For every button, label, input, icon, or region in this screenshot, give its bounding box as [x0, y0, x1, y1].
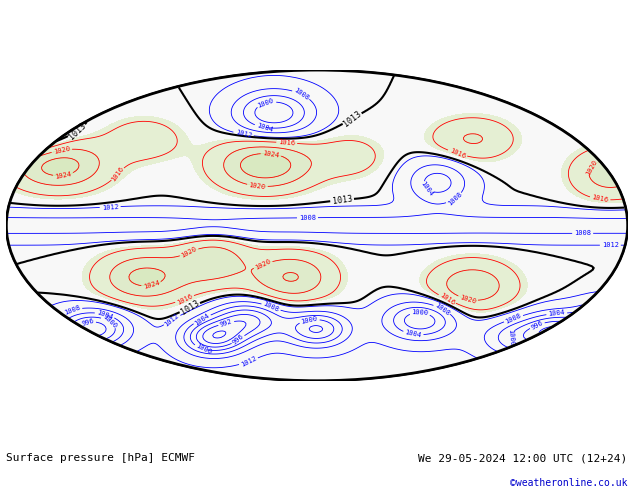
- Text: 996: 996: [530, 319, 544, 331]
- Text: 1024: 1024: [143, 280, 160, 291]
- Text: 1004: 1004: [256, 122, 274, 133]
- Text: 1013: 1013: [332, 194, 353, 206]
- Text: 1020: 1020: [180, 245, 198, 259]
- Text: 1008: 1008: [434, 302, 451, 317]
- Text: 1013: 1013: [67, 121, 87, 141]
- Text: 1000: 1000: [411, 309, 429, 316]
- Text: ©weatheronline.co.uk: ©weatheronline.co.uk: [510, 478, 628, 488]
- Text: 1012: 1012: [240, 355, 257, 368]
- Text: 996: 996: [81, 318, 94, 327]
- Text: 1016: 1016: [278, 139, 295, 147]
- Text: 1024: 1024: [55, 171, 72, 180]
- Text: 1008: 1008: [63, 304, 81, 316]
- Text: 996: 996: [231, 333, 245, 346]
- Text: 992: 992: [219, 318, 233, 328]
- Text: 1000: 1000: [102, 314, 119, 330]
- Text: 1016: 1016: [110, 166, 126, 183]
- Text: 1020: 1020: [249, 182, 266, 190]
- Text: 1016: 1016: [176, 293, 193, 305]
- Text: 1020: 1020: [53, 146, 70, 155]
- Text: 1004: 1004: [193, 312, 210, 326]
- Text: 1008: 1008: [299, 215, 316, 221]
- Text: Surface pressure [hPa] ECMWF: Surface pressure [hPa] ECMWF: [6, 453, 195, 463]
- Ellipse shape: [6, 70, 628, 381]
- Text: 1004: 1004: [548, 310, 566, 318]
- Text: 1008: 1008: [446, 191, 463, 206]
- Text: 1020: 1020: [585, 158, 598, 176]
- Text: 1012: 1012: [602, 242, 619, 248]
- Text: 1013: 1013: [342, 109, 363, 128]
- Text: 1004: 1004: [420, 180, 434, 197]
- Text: 1012: 1012: [164, 312, 181, 328]
- Text: We 29-05-2024 12:00 UTC (12+24): We 29-05-2024 12:00 UTC (12+24): [418, 453, 628, 463]
- Text: 1016: 1016: [438, 292, 456, 306]
- Text: 1020: 1020: [458, 294, 477, 304]
- Text: 1016: 1016: [591, 195, 609, 204]
- Text: 1020: 1020: [254, 258, 272, 271]
- Text: 1016: 1016: [448, 147, 467, 160]
- Text: 1004: 1004: [96, 309, 114, 320]
- Text: 1000: 1000: [195, 343, 212, 356]
- Text: 1008: 1008: [293, 87, 310, 101]
- Ellipse shape: [6, 70, 628, 381]
- Text: 1012: 1012: [235, 129, 252, 139]
- Text: 1024: 1024: [262, 149, 280, 158]
- Text: 1000: 1000: [301, 316, 318, 325]
- Text: 1012: 1012: [101, 203, 119, 211]
- Text: 1008: 1008: [262, 300, 280, 313]
- Text: 1000: 1000: [507, 329, 514, 346]
- Text: 1008: 1008: [505, 312, 522, 325]
- Text: 1000: 1000: [257, 98, 275, 109]
- Text: 1013: 1013: [179, 298, 200, 317]
- Text: 1008: 1008: [574, 230, 591, 236]
- Text: 1004: 1004: [404, 329, 422, 339]
